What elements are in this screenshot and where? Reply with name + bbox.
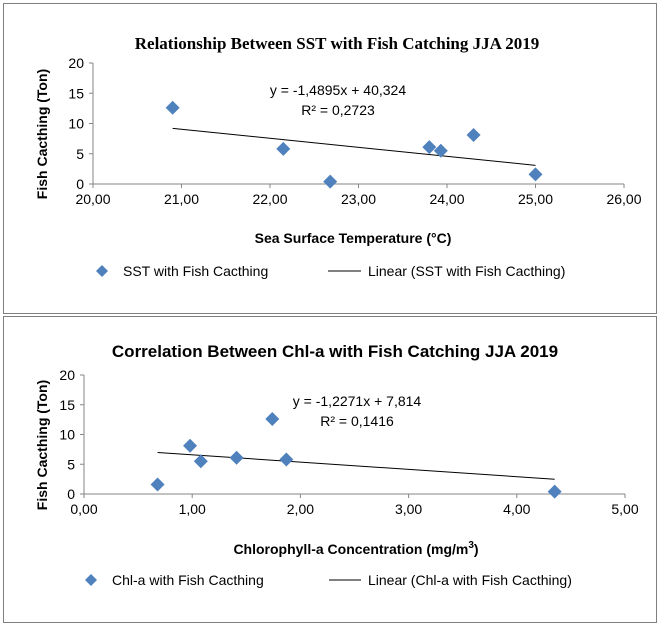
data-point-diamond [466,127,481,142]
trend-r-squared: R² = 0,1416 [320,413,394,429]
data-point-diamond [422,140,437,155]
legend: Chl-a with Fish Cacthing Linear (Chl-a w… [85,572,572,588]
legend-series-label: Chl-a with Fish Cacthing [112,572,264,588]
x-tick-label: 25,00 [518,191,553,207]
y-tick-label: 0 [76,176,84,192]
data-point-diamond [276,141,291,156]
y-tick-label: 5 [67,456,75,472]
data-point-diamond [265,412,280,427]
data-point-diamond [183,438,198,453]
legend: SST with Fish Cacthing Linear (SST with … [96,263,565,279]
legend-marker-diamond [96,265,108,277]
chla-chart-svg: Correlation Between Chl-a with Fish Catc… [34,342,639,588]
x-tick-label: 3,00 [395,501,422,517]
legend-trendline-label: Linear (SST with Fish Cacthing) [368,263,565,279]
x-tick-label: 1,00 [179,501,206,517]
data-point-diamond [279,452,294,467]
data-point-diamond [547,484,562,499]
y-tick-label: 10 [59,427,75,443]
y-tick-label: 15 [59,397,75,413]
x-tick-label: 0,00 [70,501,97,517]
y-tick-label: 0 [67,486,75,502]
plot-area [80,374,626,498]
x-tick-label: 2,00 [287,501,314,517]
data-point-diamond [323,174,338,189]
x-tick-label: 26,00 [606,191,641,207]
legend-trendline-label: Linear (Chl-a with Fish Cacthing) [368,572,572,588]
y-tick-labels: 0 5 10 15 20 [59,367,75,502]
x-tick-labels: 20,00 21,00 22,00 23,00 24,00 25,00 26,00 [75,191,641,207]
trendline [157,451,555,480]
data-point-diamond [528,167,543,182]
x-axis-title: Sea Surface Temperature (°C) [255,230,452,246]
chart-title: Correlation Between Chl-a with Fish Catc… [112,342,558,361]
x-tick-label: 5,00 [611,501,638,517]
x-tick-label: 20,00 [75,191,110,207]
trend-equation: y = -1,2271x + 7,814 [293,393,422,409]
trend-r-squared: R² = 0,2723 [301,102,375,118]
y-tick-label: 20 [68,55,84,71]
plot-area [89,62,625,188]
data-point-diamond [193,454,208,469]
x-tick-label: 24,00 [429,191,464,207]
trend-equation: y = -1,4895x + 40,324 [270,82,406,98]
y-axis-title: Fish Cacthing (Ton) [34,380,50,510]
x-tick-label: 21,00 [164,191,199,207]
chart-panel-chla: Correlation Between Chl-a with Fish Catc… [3,316,657,623]
trendline [172,127,536,166]
chart-title: Relationship Between SST with Fish Catch… [135,34,539,53]
data-point-diamond [165,100,180,115]
chart-panel-sst: Relationship Between SST with Fish Catch… [3,3,657,314]
x-tick-labels: 0,00 1,00 2,00 3,00 4,00 5,00 [70,501,638,517]
linear-trendline [157,451,555,480]
x-tick-label: 23,00 [341,191,376,207]
y-tick-label: 15 [68,85,84,101]
y-tick-label: 10 [68,116,84,132]
linear-trendline [172,127,536,166]
y-tick-label: 20 [59,367,75,383]
x-axis-title: Chlorophyll-a Concentration (mg/m3) [233,540,478,557]
legend-marker-diamond [85,574,97,586]
x-tick-label: 4,00 [503,501,530,517]
y-tick-label: 5 [76,146,84,162]
y-axis-title: Fish Cacthing (Ton) [34,69,50,199]
data-point-diamond [433,143,448,158]
legend-series-label: SST with Fish Cacthing [123,263,268,279]
x-tick-label: 22,00 [252,191,287,207]
sst-chart-svg: Relationship Between SST with Fish Catch… [34,34,642,279]
data-point-diamond [150,477,165,492]
data-points [150,412,562,499]
data-point-diamond [229,450,244,465]
y-tick-labels: 0 5 10 15 20 [68,55,84,192]
